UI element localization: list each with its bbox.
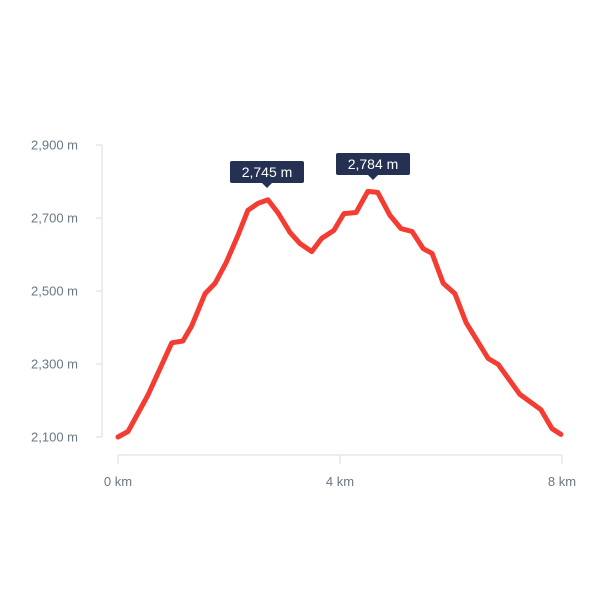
tooltip-label: 2,784 m <box>348 156 399 172</box>
y-tick-label: 2,300 m <box>31 357 78 372</box>
x-tick-label: 8 km <box>548 474 576 489</box>
peak-tooltip: 2,784 m <box>336 153 410 180</box>
peak-tooltip: 2,745 m <box>230 161 304 188</box>
elevation-line <box>115 188 564 440</box>
x-tick-label: 4 km <box>326 474 354 489</box>
tooltip-pointer <box>368 175 378 180</box>
y-tick-label: 2,900 m <box>31 138 78 153</box>
tooltip-label: 2,745 m <box>242 164 293 180</box>
tooltip-box <box>230 161 304 183</box>
tooltip-pointer <box>262 183 272 188</box>
peak-annotations: 2,745 m 2,784 m <box>230 153 410 188</box>
tooltip-box <box>336 153 410 175</box>
x-tick-label: 0 km <box>104 474 132 489</box>
y-tick-label: 2,700 m <box>31 211 78 226</box>
x-axis: 0 km 4 km 8 km <box>104 454 576 489</box>
y-axis: 2,100 m 2,300 m 2,500 m 2,700 m 2,900 m <box>31 138 103 445</box>
y-tick-label: 2,500 m <box>31 284 78 299</box>
y-tick-label: 2,100 m <box>31 430 78 445</box>
